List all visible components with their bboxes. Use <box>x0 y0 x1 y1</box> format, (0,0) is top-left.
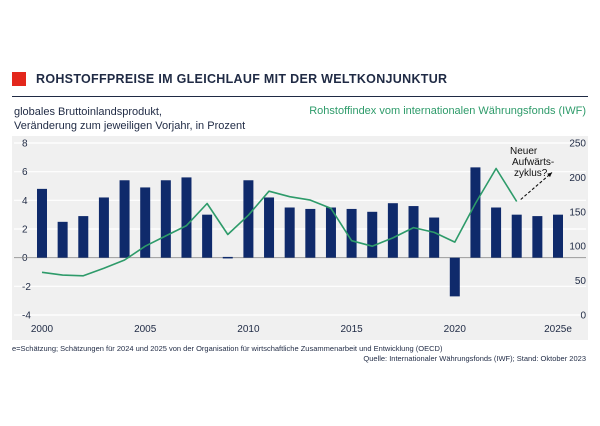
gdp-bar-2002 <box>78 216 89 258</box>
annotation-arrow-head <box>547 172 552 178</box>
gdp-bar-2005 <box>140 187 151 258</box>
gdp-bar-2008 <box>202 214 213 258</box>
annotation-text: Neuer <box>510 146 538 157</box>
gdp-bar-2023 <box>511 214 522 258</box>
left-tick-label: 0 <box>22 253 28 264</box>
commodity-index-line <box>41 167 518 277</box>
chart-title: ROHSTOFFPREISE IM GLEICHLAUF MIT DER WEL… <box>36 72 448 86</box>
gdp-bar-2011 <box>264 197 275 258</box>
gdp-bar-2013 <box>305 208 316 258</box>
x-tick-label: 2015 <box>340 324 363 335</box>
right-tick-label: 100 <box>569 242 586 253</box>
footnote: e=Schätzung; Schätzungen für 2024 und 20… <box>12 344 443 353</box>
gdp-bar-2004 <box>119 180 130 258</box>
right-tick-label: 250 <box>569 139 586 150</box>
gdp-bar-2022 <box>491 207 502 258</box>
x-tick-label: 2010 <box>237 324 260 335</box>
gdp-bar-2007 <box>181 177 192 258</box>
header-rule <box>12 96 588 97</box>
title-row: ROHSTOFFPREISE IM GLEICHLAUF MIT DER WEL… <box>12 72 447 86</box>
left-tick-label: 4 <box>22 196 28 207</box>
gdp-bar-2010 <box>243 180 254 258</box>
right-axis-label: Rohstoffindex vom internationalen Währun… <box>309 105 586 117</box>
x-tick-label: 2025e <box>544 324 572 335</box>
gdp-bar-2003 <box>98 197 109 258</box>
left-axis-label-line1: globales Bruttoinlandsprodukt, <box>14 106 162 118</box>
annotation-text: zyklus? <box>514 168 548 179</box>
gdp-bar-2015 <box>346 208 357 258</box>
gdp-bar-2014 <box>325 207 336 258</box>
left-tick-label: 2 <box>22 225 28 236</box>
left-tick-label: 6 <box>22 167 28 178</box>
left-tick-label: -4 <box>22 311 31 322</box>
gdp-bar-2017 <box>387 203 398 258</box>
annotation-arrow-line <box>520 172 553 200</box>
x-tick-label: 2005 <box>134 324 157 335</box>
x-tick-label: 2000 <box>31 324 54 335</box>
gdp-bar-2018 <box>408 206 419 258</box>
gdp-bar-2016 <box>367 211 378 258</box>
gdp-bar-2020 <box>449 257 460 297</box>
left-axis-label-line2: Veränderung zum jeweiligen Vorjahr, in P… <box>14 120 246 132</box>
title-marker <box>12 72 26 86</box>
left-axis-label: globales Bruttoinlandsprodukt, Veränderu… <box>14 105 245 133</box>
gdp-bar-2025 <box>553 214 563 258</box>
x-tick-label: 2020 <box>444 324 467 335</box>
right-tick-label: 200 <box>569 173 586 184</box>
left-tick-label: 8 <box>22 139 28 150</box>
source-note: Quelle: Internationaler Währungsfonds (I… <box>363 354 586 363</box>
gdp-bar-2019 <box>429 217 440 258</box>
gdp-bar-2009 <box>222 256 233 259</box>
gdp-bar-2012 <box>284 207 295 258</box>
gdp-bar-2000 <box>37 188 47 258</box>
gdp-bar-2001 <box>57 221 68 258</box>
gdp-bar-2006 <box>160 180 171 258</box>
left-tick-label: -2 <box>22 282 31 293</box>
right-tick-label: 50 <box>575 276 587 287</box>
annotation-text: Aufwärts- <box>512 157 554 168</box>
gdp-bar-2024 <box>532 216 543 258</box>
gdp-bar-2021 <box>470 167 481 258</box>
right-tick-label: 150 <box>569 207 586 218</box>
right-tick-label: 0 <box>580 311 586 322</box>
